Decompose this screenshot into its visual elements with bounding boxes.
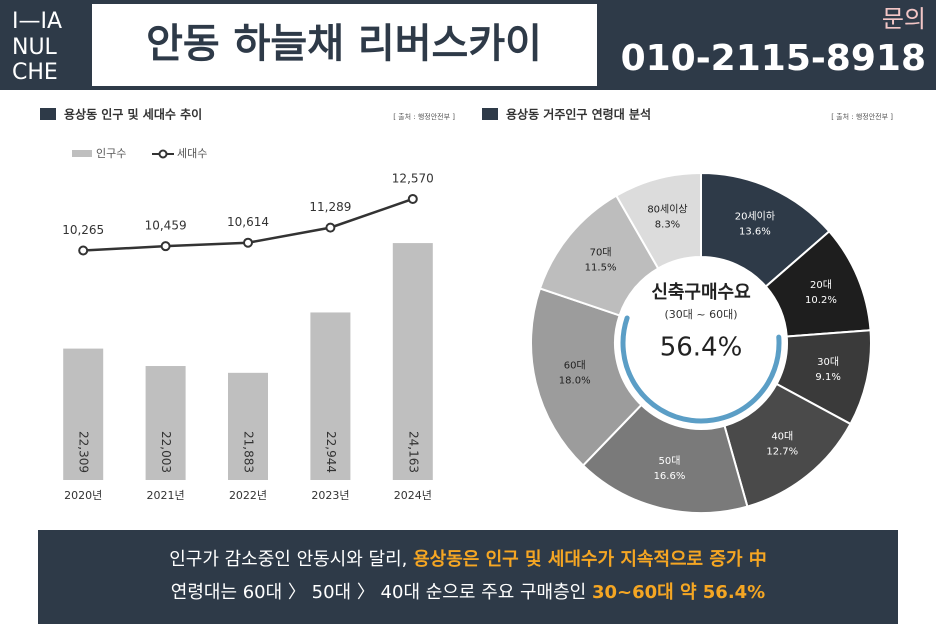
point (407, 193, 418, 204)
data-label: 10,614 (227, 215, 269, 229)
data-label: 22,003 (159, 431, 173, 473)
slice-value: 16.6% (654, 471, 686, 482)
contact-label: 문의 (882, 5, 926, 33)
slice-value: 9.1% (815, 372, 840, 383)
data-label: 24,163 (406, 431, 420, 473)
chart-title: 용상동 인구 및 세대수 추이 (64, 107, 202, 122)
bar (310, 312, 351, 480)
data-label: 12,570 (392, 171, 434, 185)
x-tick-label: 2021년 (147, 489, 185, 502)
data-label: 11,289 (309, 200, 351, 214)
slice-value: 11.5% (585, 262, 617, 273)
footer-highlight: 30~60대 약 56.4% (592, 581, 765, 603)
donut-slice (581, 403, 749, 514)
bar (392, 243, 433, 480)
slice-label: 20대 (810, 279, 832, 291)
center-value: 56.4% (660, 333, 743, 363)
legend-label: 세대수 (177, 147, 207, 160)
bar (145, 366, 186, 480)
slice-label: 70대 (590, 246, 612, 258)
data-label: 21,883 (242, 431, 256, 473)
slice-label: 40대 (771, 430, 793, 442)
center-subtitle: (30대 ~ 60대) (664, 308, 737, 321)
bar (63, 348, 104, 480)
x-tick-label: 2023년 (311, 489, 349, 502)
legend-swatch (72, 150, 92, 157)
slice-value: 18.0% (559, 376, 591, 387)
logo: NUL (12, 35, 58, 60)
slice-value: 10.2% (805, 295, 837, 306)
slice-value: 8.3% (655, 219, 680, 230)
footer-highlight: 용상동은 인구 및 세대수가 지속적으로 증가 中 (413, 548, 767, 570)
x-tick-label: 2024년 (394, 489, 432, 502)
data-label: 10,459 (145, 219, 187, 233)
point (243, 237, 253, 248)
logo: CHE (12, 60, 58, 85)
data-label: 10,265 (62, 223, 104, 237)
slice-label: 30대 (817, 356, 839, 368)
legend-label: 인구수 (96, 147, 126, 160)
data-label: 22,309 (77, 431, 91, 473)
point (160, 241, 171, 252)
x-tick-label: 2022년 (229, 489, 267, 502)
footer-line: 연령대는 60대 〉 50대 〉 40대 순으로 주요 구매층인 30~60대 … (171, 581, 765, 603)
title-box (92, 4, 597, 86)
footer-text: 연령대는 60대 〉 50대 〉 40대 순으로 주요 구매층인 (171, 582, 592, 603)
chart-title: 용상동 거주인구 연령대 분석 (506, 107, 651, 122)
point (78, 245, 89, 256)
footer-text: 인구가 감소중인 안동시와 달리, (169, 549, 413, 570)
source: [ 출처 : 행정안전부 ] (393, 112, 455, 121)
slice-label: 50대 (658, 455, 680, 467)
point (325, 222, 336, 233)
bar (228, 372, 268, 480)
footer-box (38, 530, 898, 624)
phone: 010-2115-8918 (621, 38, 926, 79)
title-icon (40, 108, 56, 120)
footer-line: 인구가 감소중인 안동시와 달리, 용상동은 인구 및 세대수가 지속적으로 증… (169, 548, 767, 570)
highlight-arc (620, 315, 782, 424)
center-title: 신축구매수요 (651, 282, 750, 303)
slice-label: 20세이하 (735, 210, 775, 223)
slice-value: 13.6% (739, 227, 771, 238)
source: [ 출처 : 행정안전부 ] (831, 112, 893, 121)
slice-label: 60대 (564, 360, 586, 372)
donut-slice (530, 287, 643, 467)
data-label: 22,944 (324, 431, 338, 473)
logo: I—IA (12, 9, 62, 34)
title-icon (482, 108, 498, 120)
slice-value: 12.7% (766, 446, 798, 457)
x-tick-label: 2020년 (64, 489, 102, 502)
legend-marker (158, 149, 168, 159)
slice-label: 80세이상 (647, 203, 687, 215)
donut-slice (614, 171, 702, 270)
header-title: 안동 하늘채 리버스카이 (146, 21, 542, 67)
